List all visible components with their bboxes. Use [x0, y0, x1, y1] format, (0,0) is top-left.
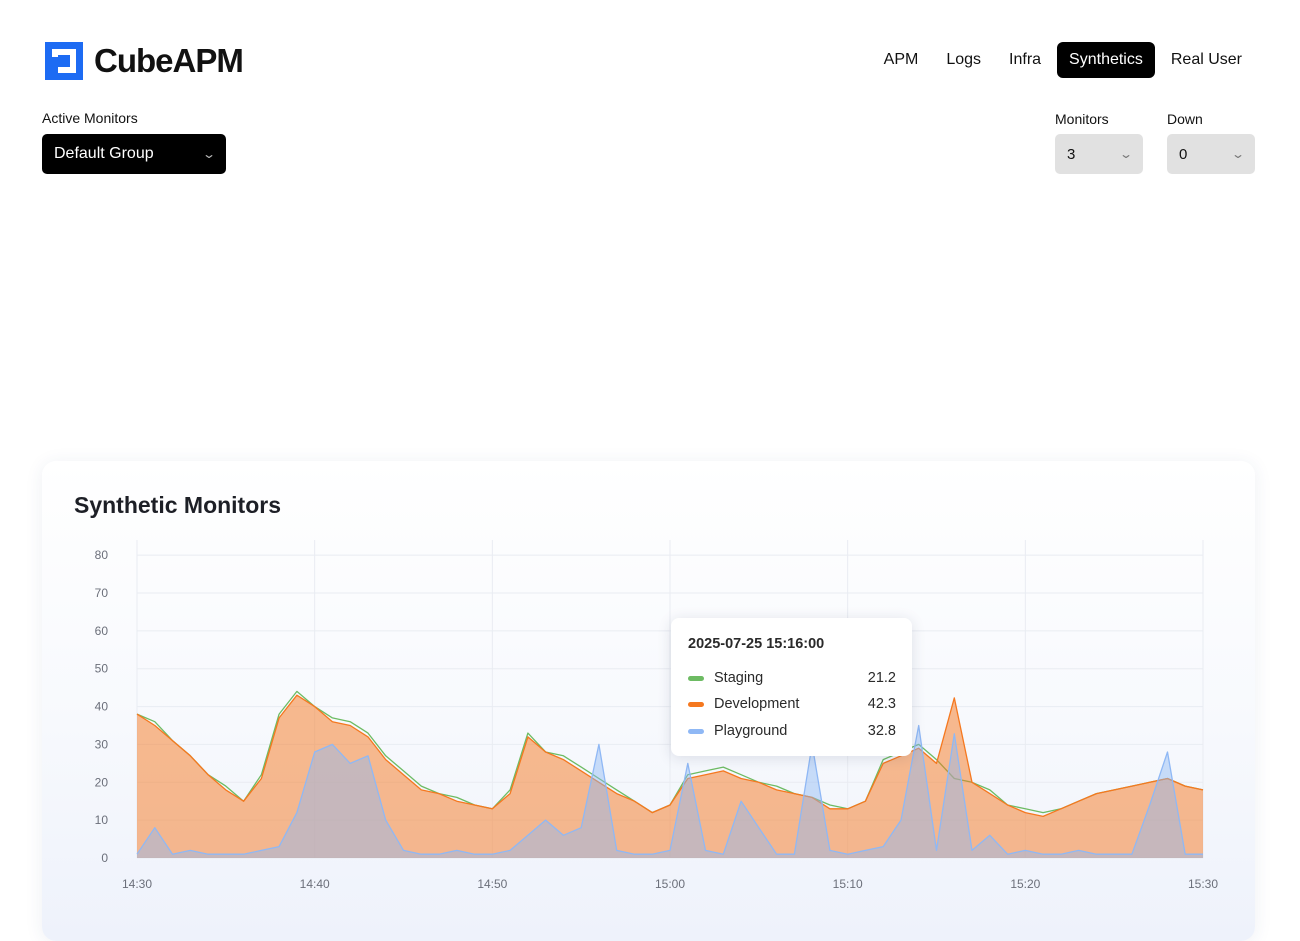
tooltip-series-name: Development [714, 696, 800, 712]
active-monitors-value: Default Group [54, 145, 154, 162]
chevron-down-icon: ⌄ [1230, 147, 1246, 161]
x-tick-label: 15:30 [1188, 877, 1218, 891]
x-tick-label: 14:40 [300, 877, 330, 891]
tooltip-series-name: Staging [714, 670, 764, 686]
monitors-select[interactable]: 3 ⌄ [1055, 134, 1143, 174]
active-monitors-label: Active Monitors [42, 110, 138, 126]
y-tick-label: 50 [95, 662, 109, 676]
legend-swatch [688, 675, 704, 681]
series-line-playground [136, 724, 1203, 855]
nav-synthetics[interactable]: Synthetics [1057, 42, 1155, 78]
x-tick-label: 15:00 [655, 877, 685, 891]
tooltip-row-development: Development 42.3 [688, 694, 896, 714]
chevron-down-icon: ⌄ [201, 147, 217, 161]
legend-swatch [688, 728, 704, 734]
tooltip-series-value: 42.3 [867, 696, 896, 712]
series-line-development [136, 694, 1204, 818]
tooltip-series-value: 21.2 [867, 670, 896, 686]
tooltip-time: 2025-07-25 15:16:00 [688, 636, 825, 652]
cube-logo-icon [45, 42, 83, 80]
brand-logo[interactable]: CubeAPM [45, 42, 244, 80]
x-tick-label: 14:30 [122, 877, 152, 891]
y-tick-label: 20 [95, 775, 109, 789]
synthetic-monitors-card: Synthetic Monitors 0 10 20 30 40 50 60 70 80 14:3… [42, 461, 1255, 941]
tooltip-series-value: 32.8 [867, 723, 896, 739]
nav-apm[interactable]: APM [883, 51, 919, 68]
tooltip-row-playground: Playground 32.8 [688, 721, 896, 741]
down-select[interactable]: 0 ⌄ [1167, 134, 1255, 174]
chart-tooltip: 2025-07-25 15:16:00 Staging 21.2 Develop… [671, 618, 912, 756]
y-tick-label: 0 [101, 851, 108, 865]
y-tick-label: 70 [95, 586, 109, 600]
chevron-down-icon: ⌄ [1118, 147, 1134, 161]
top-nav: APM Logs Infra Synthetics Real User [872, 42, 1254, 78]
y-tick-label: 60 [95, 624, 109, 638]
x-tick-label: 14:50 [477, 877, 507, 891]
legend-swatch [688, 701, 704, 707]
tooltip-series-name: Playground [714, 723, 788, 739]
series-area-development [137, 695, 1203, 858]
down-value: 0 [1179, 145, 1188, 163]
synthetic-monitors-chart[interactable]: 0 10 20 30 40 50 60 70 80 14:30 14:40 14:50 15:00 15:… [42, 461, 1255, 924]
nav-real-user[interactable]: Real User [1170, 51, 1242, 68]
monitors-label: Monitors [1055, 111, 1109, 127]
down-label: Down [1167, 111, 1203, 127]
x-tick-label: 15:20 [1010, 877, 1040, 891]
y-tick-label: 80 [95, 548, 109, 562]
y-tick-label: 40 [95, 700, 109, 714]
brand-name: CubeAPM [94, 42, 244, 79]
card-title: Synthetic Monitors [74, 492, 282, 518]
monitors-value: 3 [1067, 145, 1076, 163]
active-monitors-select[interactable]: Default Group ⌄ [42, 134, 226, 174]
y-tick-label: 10 [95, 813, 109, 827]
y-tick-label: 30 [95, 737, 109, 751]
nav-logs[interactable]: Logs [946, 51, 982, 68]
tooltip-row-staging: Staging 21.2 [688, 668, 896, 688]
x-tick-label: 15:10 [833, 877, 863, 891]
series-area-playground [137, 725, 1203, 858]
nav-infra[interactable]: Infra [1009, 51, 1042, 68]
